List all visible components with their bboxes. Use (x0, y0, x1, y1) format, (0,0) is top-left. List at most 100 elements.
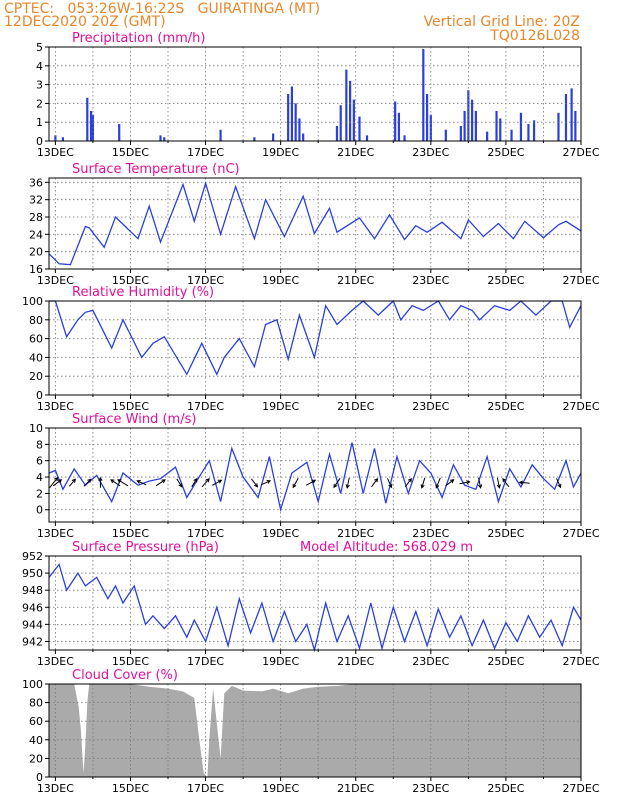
precip-bar (459, 125, 462, 141)
wind-vector (49, 477, 58, 489)
wind-vector-head (54, 476, 59, 482)
wind-vector (445, 479, 454, 487)
header-right-line1: Vertical Grid Line: 20Z (423, 14, 580, 30)
x-tick-label: 15DEC (112, 146, 149, 159)
precip-bar (163, 137, 166, 141)
x-tick-label: 23DEC (412, 274, 449, 287)
wind-vector (333, 478, 341, 488)
wind-vector (68, 478, 76, 487)
wind-vector-head (557, 483, 562, 489)
header-right-line2: TQ0126L028 (490, 28, 580, 44)
pressure-panel: Surface Pressure (hPa) Model Altitude: 56… (22, 540, 600, 668)
precip-bar (499, 118, 502, 141)
precip-bar (358, 116, 361, 141)
y-tick-label: 100 (22, 678, 43, 691)
wind-vector-head (407, 477, 412, 483)
y-tick-label: 3 (36, 79, 43, 92)
series-line (48, 563, 582, 653)
x-tick-label: 15DEC (112, 400, 149, 413)
x-tick-label: 21DEC (337, 146, 374, 159)
wind-vector-head (496, 484, 501, 489)
x-tick-label: 27DEC (562, 274, 599, 287)
x-tick-label: 13DEC (37, 527, 74, 540)
wind-vector (176, 478, 183, 488)
precip-bar (352, 99, 355, 141)
precip-bar (519, 112, 523, 141)
x-tick-label: 13DEC (37, 146, 74, 159)
panel-frame (48, 427, 582, 523)
humidity-panel: Relative Humidity (%) 0 20 40 60 80 100 13DEC 15… (22, 285, 600, 413)
panel-frame (48, 300, 582, 396)
y-tick-label: 100 (22, 295, 43, 308)
x-tick-label: 25DEC (487, 146, 524, 159)
precip-bar (527, 124, 530, 141)
cloud-cover-panel: Cloud Cover (%) 0 20 40 60 80 100 13DEC 15DEC 17D… (22, 668, 600, 795)
x-tick-label: 27DEC (562, 655, 599, 668)
precip-bar (335, 125, 339, 141)
wind-vector (478, 477, 482, 488)
y-tick-label: 36 (29, 176, 43, 189)
panel-title: Relative Humidity (%) (72, 285, 214, 300)
wind-panel: Surface Wind (m/s) 0 2 4 6 8 10 13DEC 15DEC 17DEC… (29, 412, 600, 540)
x-tick-label: 13DEC (37, 655, 74, 668)
y-tick-label: 944 (22, 618, 43, 631)
y-tick-label: 2 (36, 97, 43, 110)
x-tick-label: 27DEC (562, 782, 599, 795)
wind-vector (212, 479, 222, 486)
wind-vector-head (266, 480, 272, 484)
wind-vector (502, 478, 510, 488)
wind-vector-head (87, 478, 92, 483)
precip-bar (89, 110, 93, 141)
wind-vector (292, 478, 299, 488)
y-tick-label: 0 (36, 771, 43, 784)
y-tick-label: 2 (36, 487, 43, 500)
y-tick-label: 40 (29, 734, 43, 747)
precip-bar (403, 135, 406, 141)
y-tick-label: 80 (29, 697, 43, 710)
wind-vector (496, 477, 500, 488)
wind-vector-head (292, 483, 297, 489)
x-tick-label: 13DEC (37, 400, 74, 413)
wind-vector-head (311, 479, 317, 484)
wind-vector (191, 478, 198, 488)
wind-vector-head (253, 483, 259, 488)
x-tick-label: 17DEC (187, 400, 224, 413)
precip-bar (294, 103, 297, 141)
series-line (48, 442, 582, 513)
precip-bar (425, 94, 429, 141)
panel-title: Surface Pressure (hPa) (72, 540, 219, 555)
y-tick-label: 0 (36, 389, 43, 402)
y-tick-label: 950 (22, 567, 43, 580)
precip-bar (397, 112, 401, 141)
precip-bar (86, 97, 89, 141)
precip-bar (54, 135, 57, 141)
precip-bar (444, 129, 447, 141)
panel-frame (48, 555, 582, 651)
x-tick-label: 15DEC (112, 527, 149, 540)
wind-vector (260, 480, 271, 486)
y-tick-label: 0 (36, 504, 43, 517)
y-tick-label: 952 (22, 550, 43, 563)
precip-bar (574, 110, 577, 141)
y-tick-label: 942 (22, 635, 43, 648)
wind-vector-head (178, 483, 183, 488)
precip-bar (253, 137, 256, 141)
cloud-cover-area (49, 684, 581, 777)
wind-vector-head (98, 476, 103, 482)
precip-bar (290, 86, 294, 141)
wind-vector (556, 478, 561, 488)
x-tick-label: 19DEC (262, 400, 299, 413)
wind-vector-head (518, 480, 524, 485)
x-tick-label: 25DEC (487, 527, 524, 540)
wind-vector (459, 481, 470, 485)
wind-vector-head (502, 477, 507, 483)
x-tick-label: 17DEC (187, 655, 224, 668)
precip-bar (272, 133, 275, 141)
wind-vector-head (374, 477, 379, 483)
precip-bar (298, 118, 301, 141)
wind-vector-head (478, 484, 483, 489)
y-tick-label: 6 (36, 455, 43, 468)
x-tick-label: 17DEC (187, 782, 224, 795)
x-tick-label: 13DEC (37, 274, 74, 287)
